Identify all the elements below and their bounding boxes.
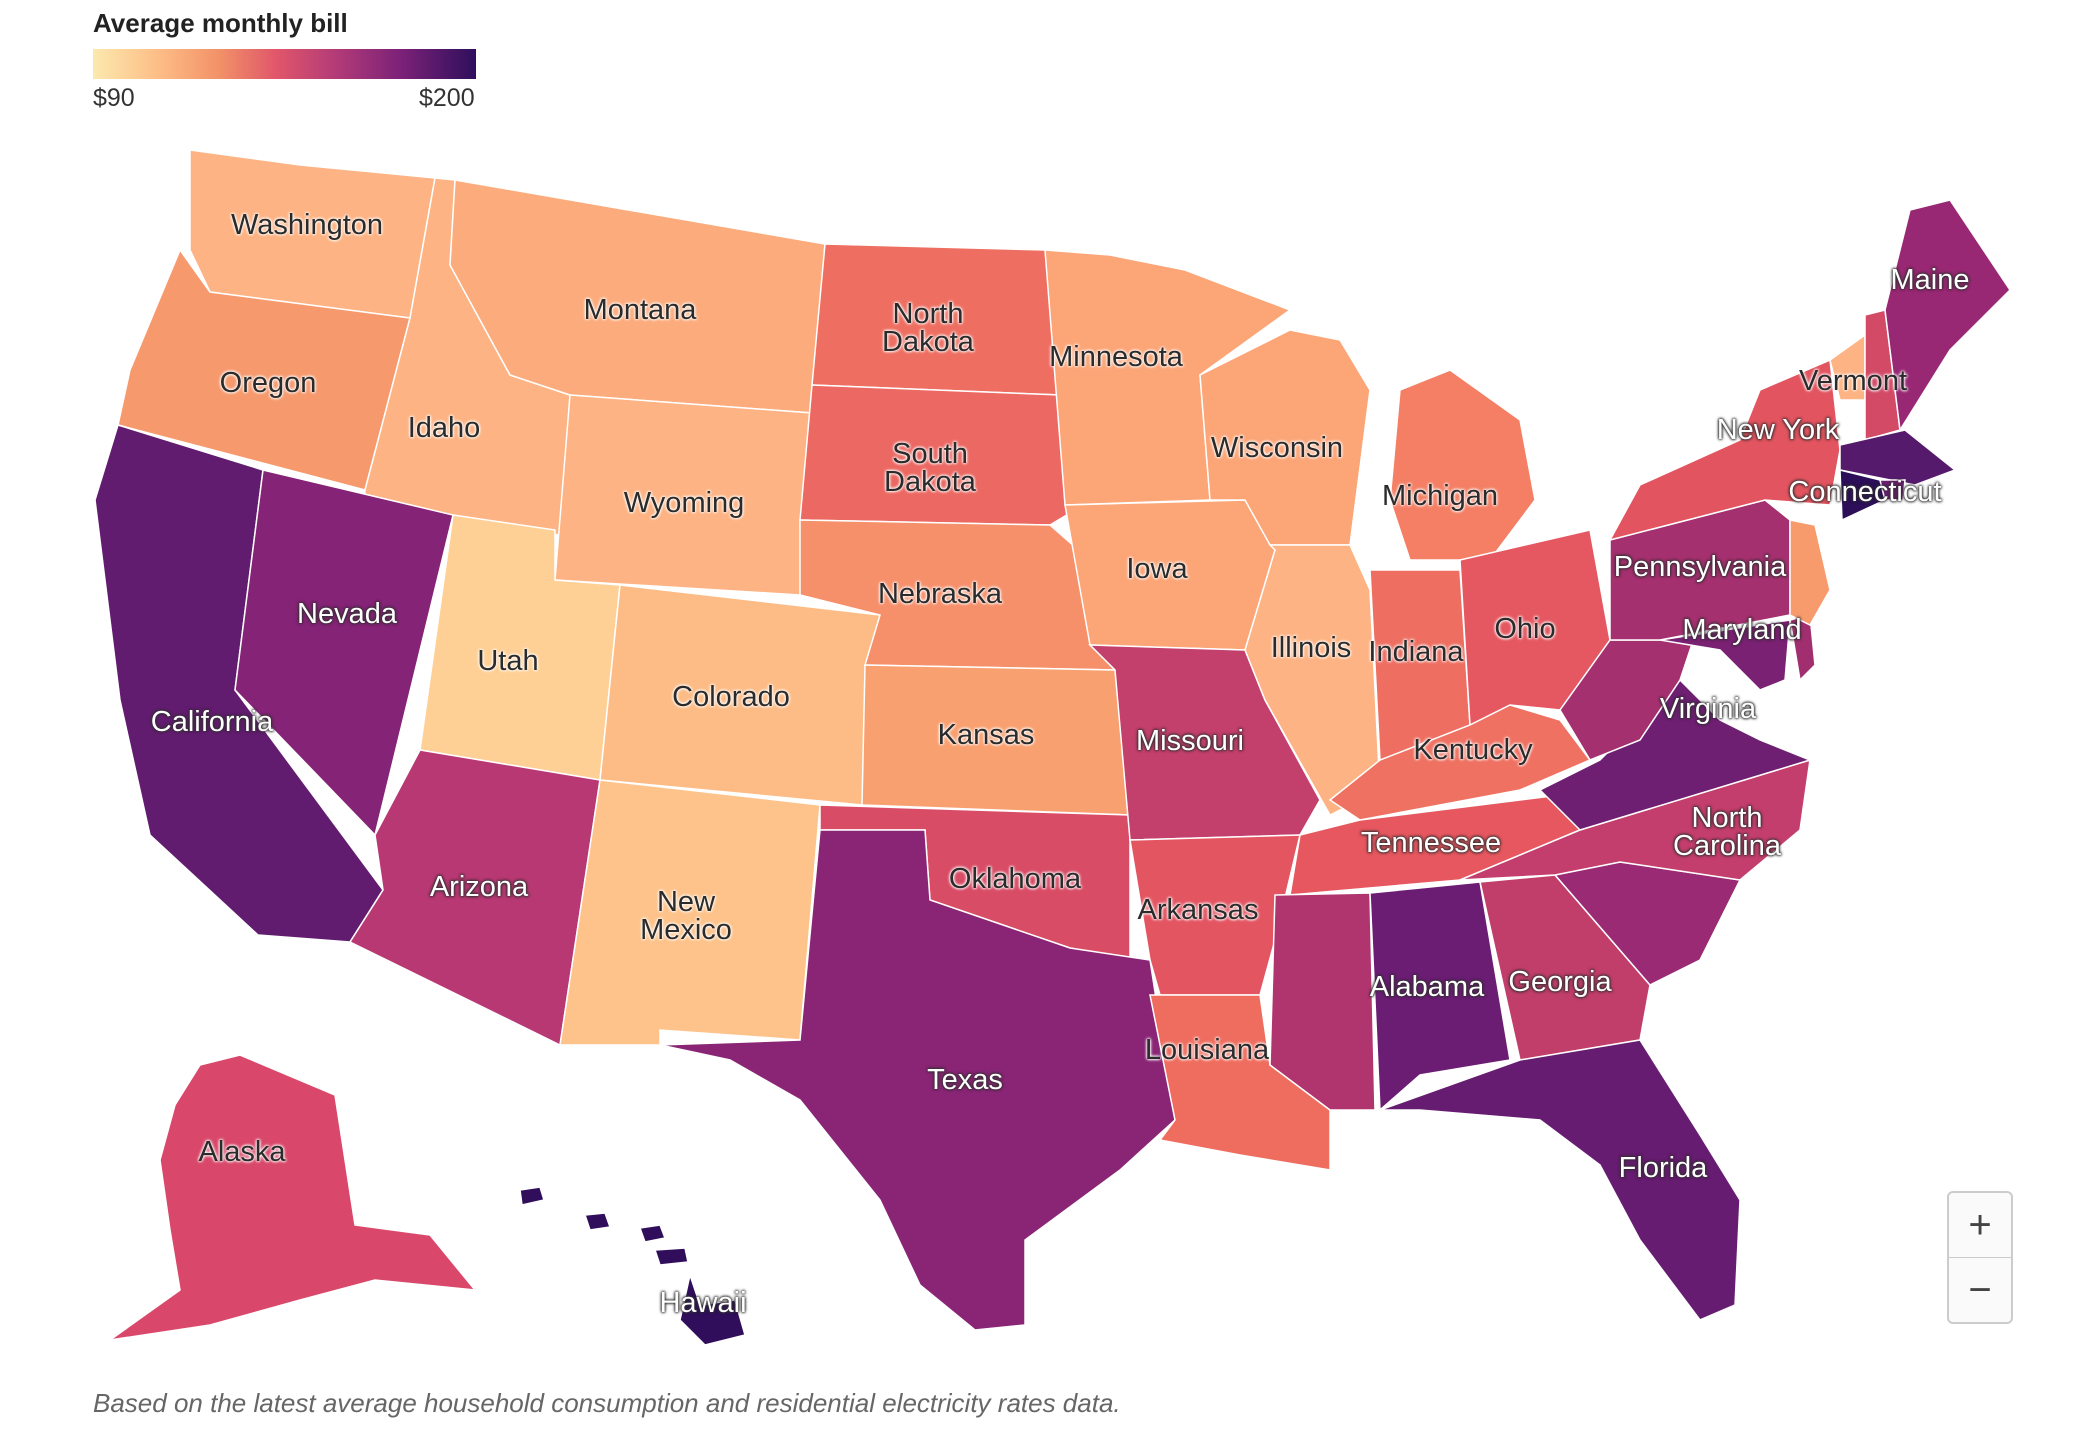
legend-min-label: $90 xyxy=(93,84,135,112)
state-louisiana[interactable] xyxy=(1149,994,1331,1171)
state-label-new-mexico: New Mexico xyxy=(640,886,732,946)
state-alaska[interactable] xyxy=(109,1054,477,1341)
state-label-oklahoma: Oklahoma xyxy=(948,863,1082,895)
zoom-control: + − xyxy=(1947,1191,2013,1324)
state-label-nevada: Nevada xyxy=(297,598,397,630)
state-shape-rhode-island[interactable] xyxy=(1879,479,1906,501)
state-label-north-dakota: North Dakota xyxy=(882,298,974,358)
zoom-out-button[interactable]: − xyxy=(1968,1267,1992,1312)
state-shape-alaska[interactable] xyxy=(109,1054,477,1341)
state-shape-alabama[interactable] xyxy=(1369,881,1511,1112)
state-hawaii[interactable] xyxy=(519,1186,746,1346)
state-illinois[interactable] xyxy=(1244,544,1381,816)
zoom-in-button[interactable]: + xyxy=(1968,1202,1992,1247)
state-florida[interactable] xyxy=(1379,1039,1741,1321)
state-label-indiana: Indiana xyxy=(1368,636,1464,668)
state-south-dakota[interactable] xyxy=(799,384,1076,526)
state-label-tennessee: Tennessee xyxy=(1360,827,1502,859)
state-michigan[interactable] xyxy=(1389,369,1536,561)
state-shape-texas[interactable] xyxy=(659,829,1176,1331)
state-shape-mississippi[interactable] xyxy=(1269,892,1376,1111)
state-label-maryland: Maryland xyxy=(1682,614,1802,646)
state-label-south-dakota: South Dakota xyxy=(884,438,976,498)
state-label-montana: Montana xyxy=(583,294,697,326)
state-label-ohio: Ohio xyxy=(1494,613,1556,645)
state-shape-louisiana[interactable] xyxy=(1149,994,1331,1171)
state-label-california: California xyxy=(150,706,274,738)
state-maine[interactable] xyxy=(1884,199,2011,433)
zoom-divider xyxy=(1949,1257,2011,1258)
legend-color-scale xyxy=(93,49,476,79)
state-label-iowa: Iowa xyxy=(1126,553,1188,585)
state-label-hawaii: Hawaii xyxy=(659,1287,747,1319)
state-shape-hawaii[interactable] xyxy=(583,1212,612,1231)
state-label-illinois: Illinois xyxy=(1270,632,1352,664)
state-shape-maryland[interactable] xyxy=(1659,619,1791,691)
state-shape-kentucky[interactable] xyxy=(1328,704,1592,821)
state-label-minnesota: Minnesota xyxy=(1049,341,1183,373)
state-shape-hawaii[interactable] xyxy=(519,1186,545,1206)
legend-title: Average monthly bill xyxy=(93,8,348,38)
state-label-wisconsin: Wisconsin xyxy=(1210,432,1344,464)
state-label-washington: Washington xyxy=(230,209,384,241)
state-shape-hawaii[interactable] xyxy=(653,1247,689,1266)
state-label-arkansas: Arkansas xyxy=(1137,894,1259,926)
state-label-connecticut: Connecticut xyxy=(1788,476,1942,508)
state-shape-florida[interactable] xyxy=(1379,1039,1741,1321)
state-label-maine: Maine xyxy=(1890,264,1970,296)
state-label-arizona: Arizona xyxy=(429,871,529,903)
state-label-louisiana: Louisiana xyxy=(1144,1034,1270,1066)
state-texas[interactable] xyxy=(659,829,1176,1331)
state-label-michigan: Michigan xyxy=(1381,480,1499,512)
state-label-north-carolina: North Carolina xyxy=(1673,802,1781,862)
state-kentucky[interactable] xyxy=(1328,704,1592,821)
state-label-vermont: Vermont xyxy=(1799,365,1907,397)
state-label-alaska: Alaska xyxy=(198,1136,286,1168)
footnote: Based on the latest average household co… xyxy=(93,1388,1121,1418)
state-label-idaho: Idaho xyxy=(407,412,481,444)
state-mississippi[interactable] xyxy=(1269,892,1376,1111)
state-label-florida: Florida xyxy=(1618,1152,1708,1184)
state-label-wyoming: Wyoming xyxy=(623,487,745,519)
state-new-jersey[interactable] xyxy=(1789,519,1831,626)
state-label-georgia: Georgia xyxy=(1508,966,1612,998)
state-label-oregon: Oregon xyxy=(219,367,317,399)
state-label-new-york: New York xyxy=(1716,414,1840,446)
state-shape-massachusetts[interactable] xyxy=(1839,429,1957,486)
state-label-kansas: Kansas xyxy=(937,719,1035,751)
state-alabama[interactable] xyxy=(1369,881,1511,1112)
state-shape-michigan[interactable] xyxy=(1389,369,1536,561)
legend-max-label: $200 xyxy=(419,84,475,112)
state-label-utah: Utah xyxy=(477,645,539,677)
state-shape-hawaii[interactable] xyxy=(638,1224,667,1243)
state-label-virginia: Virginia xyxy=(1659,693,1757,725)
state-shape-illinois[interactable] xyxy=(1244,544,1381,816)
state-label-missouri: Missouri xyxy=(1136,725,1244,757)
state-label-kentucky: Kentucky xyxy=(1413,734,1533,766)
state-shape-new-jersey[interactable] xyxy=(1789,519,1831,626)
state-label-texas: Texas xyxy=(927,1064,1003,1096)
state-label-alabama: Alabama xyxy=(1369,971,1485,1003)
state-shape-south-dakota[interactable] xyxy=(799,384,1076,526)
state-label-nebraska: Nebraska xyxy=(877,578,1003,610)
state-shape-maine[interactable] xyxy=(1884,199,2011,433)
state-label-colorado: Colorado xyxy=(672,681,790,713)
state-label-pennsylvania: Pennsylvania xyxy=(1613,551,1787,583)
state-massachusetts[interactable] xyxy=(1839,429,1957,486)
state-shape-hawaii[interactable] xyxy=(679,1272,746,1346)
state-maryland[interactable] xyxy=(1659,619,1791,691)
state-rhode-island[interactable] xyxy=(1879,479,1906,501)
